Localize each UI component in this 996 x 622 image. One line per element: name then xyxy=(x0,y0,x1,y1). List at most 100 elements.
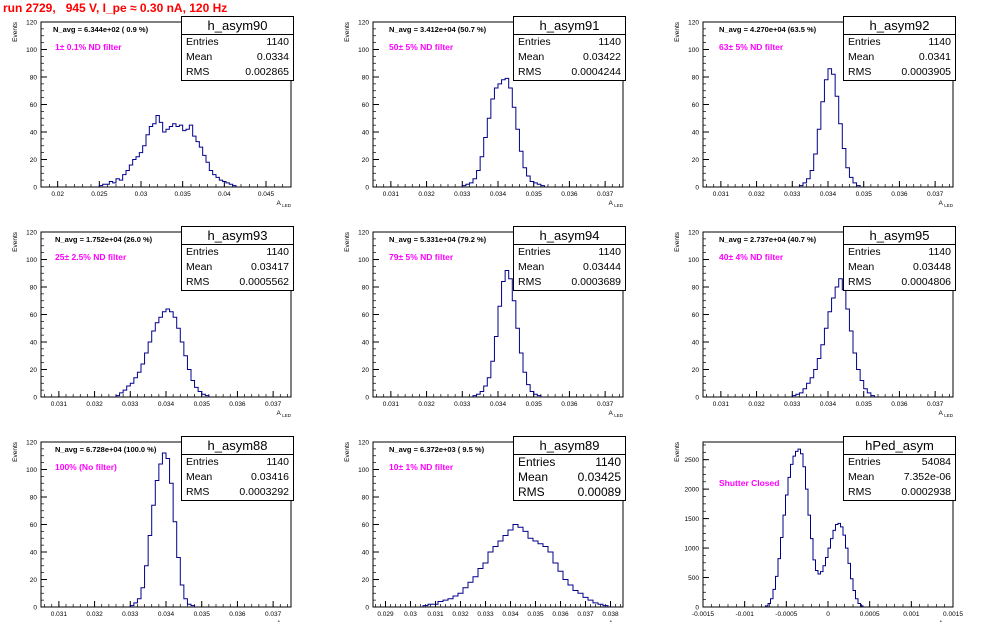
y-tick-label: 60 xyxy=(692,312,700,319)
x-tick-label: 0.0005 xyxy=(860,611,880,618)
x-tick-label: 0.038 xyxy=(602,611,619,618)
header-label: N_avg = 5.331e+04 (79.2 %) xyxy=(389,235,487,244)
stats-label: Mean xyxy=(518,51,545,63)
stats-row-mean: Mean 0.0341 xyxy=(844,50,955,65)
y-tick-label: 0 xyxy=(365,185,369,192)
x-tick-label: 0 xyxy=(826,611,830,618)
stats-value: 1140 xyxy=(928,36,951,48)
stats-box-name: h_asym90 xyxy=(182,17,293,35)
y-axis-title: Events xyxy=(344,441,351,462)
stats-value: 0.0341 xyxy=(918,51,951,63)
stats-label: Mean xyxy=(186,471,213,483)
y-tick-label: 120 xyxy=(358,20,369,27)
histogram-line xyxy=(461,77,545,187)
stats-value: 0.03425 xyxy=(577,470,621,484)
stats-label: Entries xyxy=(186,456,219,468)
y-tick-label: 40 xyxy=(362,130,370,137)
annotation-label: 1± 0.1% ND filter xyxy=(55,42,122,52)
x-tick-label: 0.045 xyxy=(258,191,275,198)
x-tick-label: 0.031 xyxy=(383,191,400,198)
stats-box-h_asym89: h_asym89 Entries 1140 Mean 0.03425 RMS 0.00089 xyxy=(513,436,626,501)
stats-box-name: h_asym95 xyxy=(844,227,955,245)
stats-row-rms: RMS 0.0003905 xyxy=(844,65,955,80)
x-axis-title: A LED xyxy=(608,200,623,208)
y-tick-label: 40 xyxy=(362,340,370,347)
y-tick-label: 20 xyxy=(362,367,370,374)
stats-value: 0.0002938 xyxy=(901,486,951,498)
y-tick-label: 80 xyxy=(692,75,700,82)
x-tick-label: 0.037 xyxy=(265,611,282,618)
stats-row-mean: Mean 0.03416 xyxy=(182,470,293,485)
stats-label: RMS xyxy=(848,486,872,498)
x-tick-label: 0.031 xyxy=(51,611,68,618)
y-tick-label: 500 xyxy=(688,575,699,582)
x-tick-label: 0.034 xyxy=(490,191,507,198)
x-tick-label: 0.032 xyxy=(418,401,435,408)
y-tick-label: 80 xyxy=(362,285,370,292)
histogram-line xyxy=(472,270,542,397)
x-tick-label: 0.037 xyxy=(265,401,282,408)
annotation-label: 25± 2.5% ND filter xyxy=(55,252,127,262)
y-tick-label: 60 xyxy=(362,102,370,109)
x-tick-label: 0.034 xyxy=(158,401,175,408)
y-tick-label: 120 xyxy=(688,20,699,27)
x-tick-label: 0.037 xyxy=(597,401,614,408)
x-tick-label: 0.036 xyxy=(561,191,578,198)
stats-box-h_asym91: h_asym91 Entries 1140 Mean 0.03422 RMS 0.00042… xyxy=(513,16,626,81)
x-tick-label: -0.0015 xyxy=(692,611,714,618)
histogram-line xyxy=(791,278,875,397)
y-tick-label: 40 xyxy=(692,130,700,137)
stats-row-rms: RMS 0.0003292 xyxy=(182,485,293,500)
x-axis-title: A LED xyxy=(938,410,953,418)
y-tick-label: 40 xyxy=(30,130,38,137)
histogram-pad-h_asym88: 0 20 40 60 80 100 120 0.031 0.032 0.033 0.034 0.035… xyxy=(12,440,292,622)
stats-label: Mean xyxy=(518,470,549,484)
x-axis-title-subscript: LED xyxy=(282,413,292,418)
x-tick-label: 0.034 xyxy=(490,401,507,408)
y-tick-label: 100 xyxy=(26,257,37,264)
x-tick-label: 0.033 xyxy=(122,611,139,618)
x-tick-label: 0.03 xyxy=(404,611,417,618)
y-tick-label: 0 xyxy=(365,605,369,612)
y-axis-title: Events xyxy=(674,231,681,252)
y-tick-label: 100 xyxy=(26,47,37,54)
stats-value: 0.03422 xyxy=(583,51,621,63)
stats-value: 1140 xyxy=(598,36,621,48)
x-tick-label: 0.04 xyxy=(218,191,231,198)
x-tick-label: 0.037 xyxy=(927,191,944,198)
histogram-line xyxy=(798,68,861,187)
stats-value: 0.0004244 xyxy=(571,66,621,78)
stats-label: RMS xyxy=(186,66,210,78)
stats-value: 1140 xyxy=(598,246,621,258)
stats-label: Entries xyxy=(848,36,881,48)
x-tick-label: 0.029 xyxy=(377,611,394,618)
y-tick-label: 100 xyxy=(358,467,369,474)
histogram-line xyxy=(422,524,609,607)
stats-row-rms: RMS 0.0004806 xyxy=(844,275,955,290)
stats-row-mean: Mean 0.03444 xyxy=(514,260,625,275)
header-label: N_avg = 6.344e+02 ( 0.9 %) xyxy=(53,25,149,34)
stats-value: 0.0334 xyxy=(256,51,289,63)
stats-box-name: h_asym93 xyxy=(182,227,293,245)
y-tick-label: 2000 xyxy=(685,487,700,494)
x-tick-label: 0.03 xyxy=(135,191,148,198)
y-tick-label: 20 xyxy=(692,367,700,374)
stats-row-mean: Mean 0.03422 xyxy=(514,50,625,65)
stats-label: Mean xyxy=(848,261,875,273)
header-label: N_avg = 3.412e+04 (50.7 %) xyxy=(389,25,487,34)
stats-label: Entries xyxy=(518,246,551,258)
annotation-label: 40± 4% ND filter xyxy=(719,252,784,262)
stats-label: RMS xyxy=(186,486,210,498)
stats-box-h_asym88: h_asym88 Entries 1140 Mean 0.03416 RMS 0.00032… xyxy=(181,436,294,501)
header-label: N_avg = 2.737e+04 (40.7 %) xyxy=(719,235,817,244)
stats-label: Mean xyxy=(518,261,545,273)
x-tick-label: 0.031 xyxy=(383,401,400,408)
x-tick-label: 0.033 xyxy=(784,401,801,408)
y-tick-label: 0 xyxy=(695,185,699,192)
stats-value: 0.0003905 xyxy=(901,66,951,78)
stats-row-entries: Entries 1140 xyxy=(182,455,293,470)
stats-row-entries: Entries 1140 xyxy=(514,455,625,470)
x-tick-label: 0.02 xyxy=(51,191,64,198)
y-tick-label: 20 xyxy=(362,157,370,164)
stats-value: 0.03444 xyxy=(583,261,621,273)
